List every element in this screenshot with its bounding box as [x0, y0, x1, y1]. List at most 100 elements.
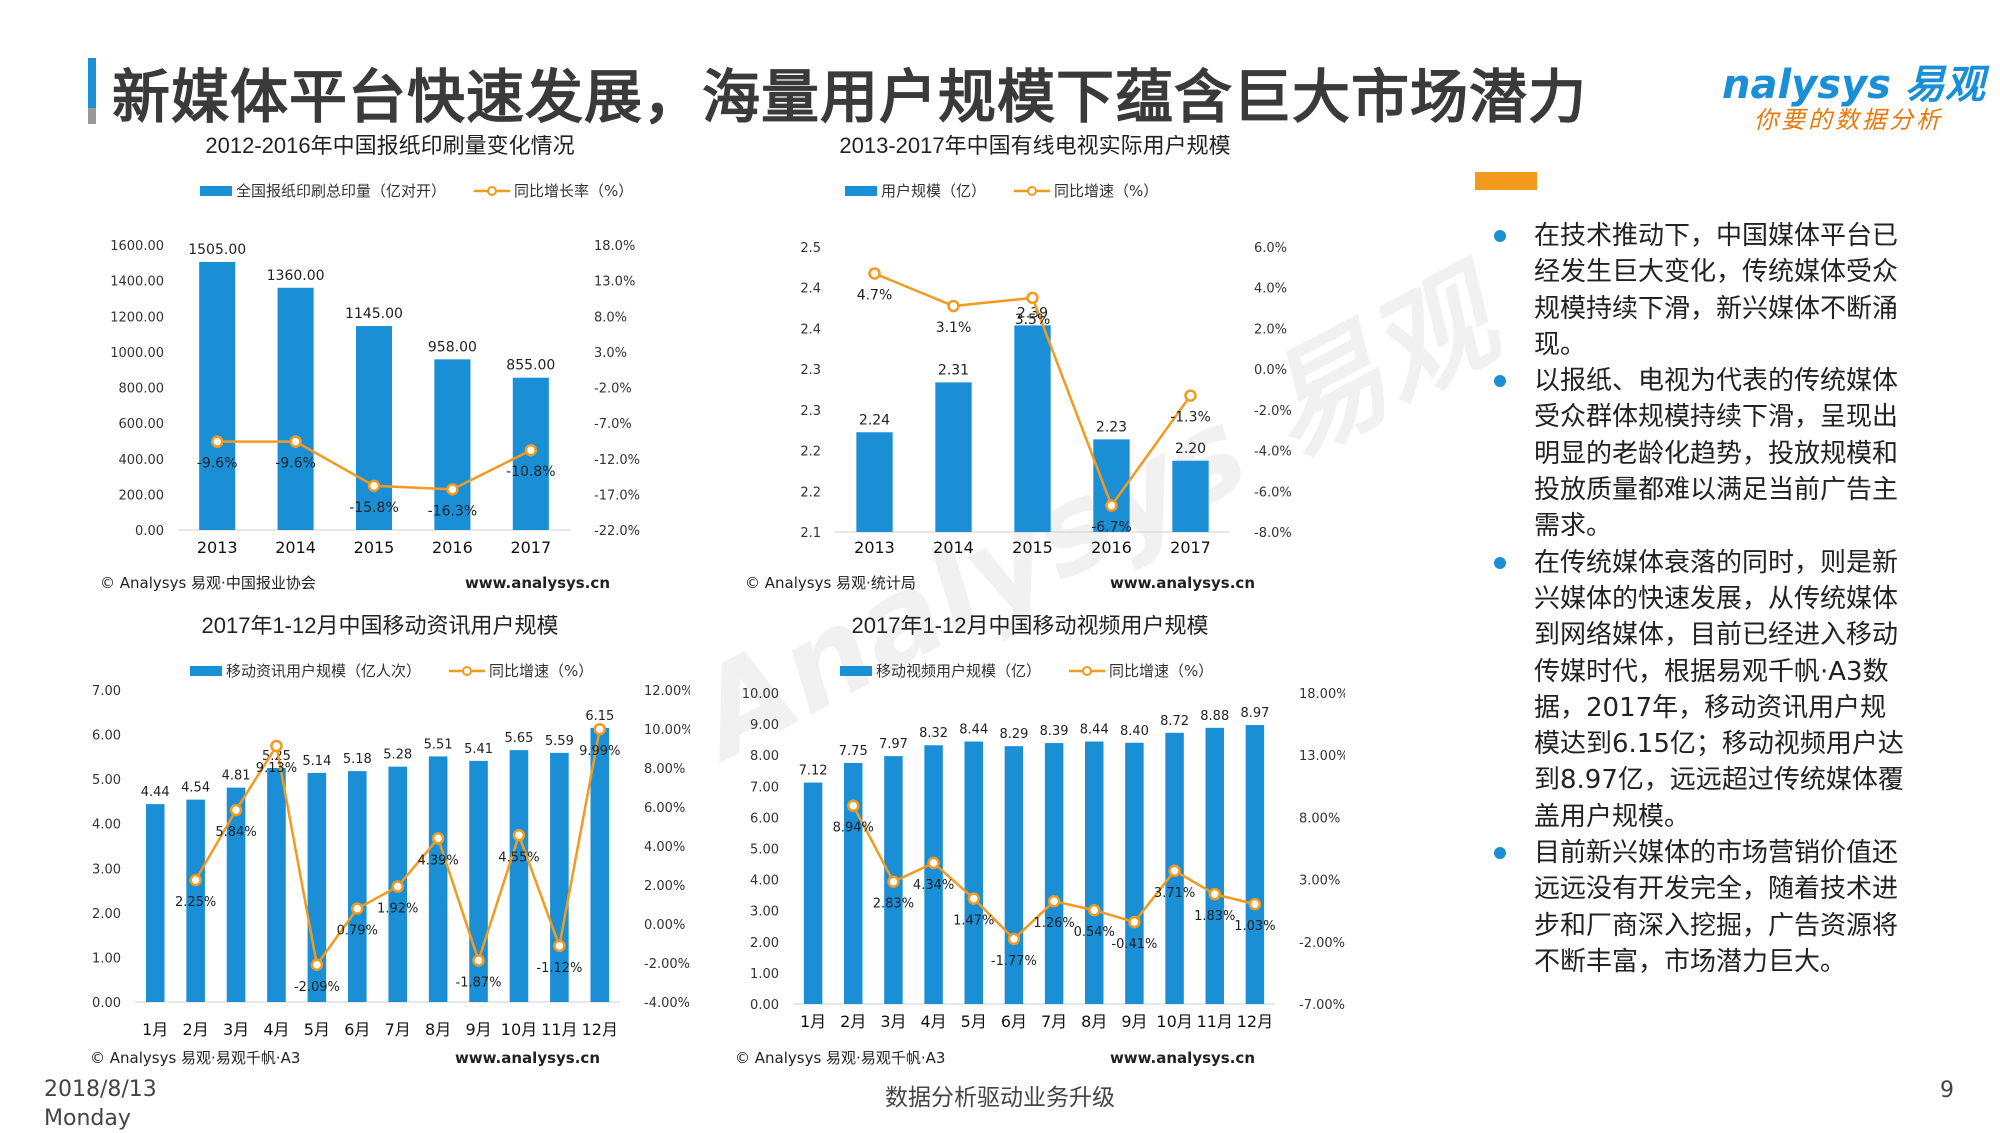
x-category-label: 6月 [344, 1020, 370, 1039]
chart-title: 2017年1-12月中国移动资讯用户规模 [202, 615, 559, 638]
bar [803, 782, 823, 1004]
legend-bar-swatch [200, 186, 232, 196]
chart-title: 2017年1-12月中国移动视频用户规模 [852, 615, 1209, 638]
footer-date: 2018/8/13 Monday [44, 1075, 157, 1133]
x-category-label: 2017 [1170, 538, 1211, 557]
growth-point [967, 892, 980, 905]
bar-value-label: 7.97 [879, 737, 908, 752]
bullet-dot-icon [1494, 847, 1506, 860]
chart-source: © Analysys 易观·易观千帆·A3 [90, 1049, 300, 1067]
y2-tick-label: 0.00% [644, 918, 685, 933]
y2-tick-label: 0.0% [1254, 363, 1287, 378]
y-tick-label: 2.00 [750, 936, 779, 951]
growth-point [472, 954, 485, 967]
chart-site: www.analysys.cn [465, 574, 610, 592]
growth-value-label: 1.92% [377, 902, 418, 917]
growth-point [1168, 864, 1181, 878]
bullet-list: 在技术推动下，中国媒体平台已经发生巨大变化，传统媒体受众规模持续下滑，新兴媒体不… [1490, 218, 1910, 980]
bar [1085, 741, 1104, 1004]
y-tick-label: 2.2 [800, 485, 821, 500]
x-category-label: 2015 [354, 538, 395, 557]
legend-line-label: 同比增速（%） [1054, 182, 1158, 200]
x-category-label: 2016 [432, 538, 473, 557]
y2-tick-label: -4.00% [644, 996, 690, 1011]
y-tick-label: 4.00 [750, 874, 779, 889]
bar-value-label: 8.29 [999, 727, 1028, 742]
growth-point [593, 722, 607, 736]
bar-value-label: 5.65 [504, 731, 533, 746]
x-category-label: 2014 [275, 538, 316, 557]
growth-value-label: 1.83% [1194, 909, 1235, 924]
growth-point [391, 880, 404, 893]
bar [267, 768, 286, 1002]
title-accent-bar [88, 58, 96, 120]
chart-site: www.analysys.cn [1110, 1049, 1255, 1067]
bullet-item: 在技术推动下，中国媒体平台已经发生巨大变化，传统媒体受众规模持续下滑，新兴媒体不… [1490, 218, 1910, 363]
growth-value-label: -1.87% [456, 975, 502, 990]
bar-value-label: 8.88 [1200, 709, 1229, 724]
y2-tick-label: 10.00% [644, 723, 690, 738]
growth-value-label: 0.79% [337, 924, 378, 939]
bar-value-label: 2.24 [859, 412, 890, 428]
growth-value-label: 3.1% [936, 320, 972, 336]
y2-tick-label: 18.00% [1299, 687, 1345, 702]
y2-tick-label: 4.0% [1254, 282, 1287, 297]
y-tick-label: 2.4 [800, 322, 821, 337]
bar-value-label: 8.39 [1040, 724, 1069, 739]
growth-value-label: -0.41% [1111, 937, 1157, 952]
y2-tick-label: 3.0% [594, 346, 627, 361]
growth-value-label: -9.6% [275, 456, 316, 472]
y2-tick-label: 2.0% [1254, 322, 1287, 337]
growth-point [1208, 887, 1221, 901]
legend-bar-swatch [190, 666, 222, 676]
y2-tick-label: -7.0% [594, 417, 632, 432]
x-category-label: 11月 [1197, 1012, 1233, 1031]
growth-value-label: -15.8% [349, 500, 399, 516]
y-tick-label: 4.00 [92, 818, 121, 833]
chart-title: 2012-2016年中国报纸印刷量变化情况 [205, 135, 574, 158]
y2-tick-label: 13.0% [594, 275, 635, 290]
bar-value-label: 4.81 [222, 769, 251, 784]
y-tick-label: 0.00 [92, 996, 121, 1011]
y-tick-label: 7.00 [92, 684, 121, 699]
growth-value-label: -1.3% [1170, 410, 1211, 426]
bullet-dot-icon [1494, 375, 1506, 388]
y-tick-label: 0.00 [135, 524, 164, 539]
chart-site: www.analysys.cn [1110, 574, 1255, 592]
growth-value-label: 4.7% [857, 287, 893, 303]
chart-mobile-news: 2017年1-12月中国移动资讯用户规模 移动资讯用户规模（亿人次） 同比增速（%）… [90, 615, 690, 1075]
y-tick-label: 2.2 [800, 445, 821, 460]
bar [1205, 727, 1224, 1004]
bar [347, 771, 367, 1002]
bar [550, 752, 569, 1002]
y2-tick-label: 12.00% [644, 684, 690, 699]
x-category-label: 1月 [142, 1020, 168, 1039]
bar-value-label: 4.44 [141, 785, 170, 800]
x-category-label: 2016 [1091, 538, 1132, 557]
x-category-label: 10月 [501, 1020, 537, 1039]
bar [844, 762, 863, 1004]
bar-value-label: 7.12 [799, 764, 828, 779]
y2-tick-label: -4.0% [1254, 445, 1292, 460]
bar-value-label: 8.44 [1080, 723, 1109, 738]
bar-value-label: 958.00 [428, 339, 477, 355]
growth-point [868, 267, 881, 280]
bar [924, 745, 943, 1004]
y-tick-label: 800.00 [119, 382, 165, 397]
y2-tick-label: -2.00% [1299, 936, 1345, 951]
growth-point [351, 902, 364, 915]
growth-point [1248, 897, 1262, 911]
bar-value-label: 4.54 [181, 781, 210, 796]
chart-cable-tv: 2013-2017年中国有线电视实际用户规模 用户规模（亿） 同比增速（%） 2.1 2… [745, 135, 1345, 600]
growth-point [289, 435, 302, 448]
bar [1172, 460, 1209, 532]
x-category-label: 3月 [880, 1012, 906, 1031]
x-category-label: 7月 [1041, 1012, 1067, 1031]
y2-tick-label: -8.0% [1254, 526, 1292, 541]
growth-value-label: 8.94% [833, 821, 874, 836]
bar [434, 359, 471, 530]
y2-tick-label: -6.0% [1254, 485, 1292, 500]
chart-source: © Analysys 易观·易观千帆·A3 [735, 1049, 945, 1067]
growth-point [887, 875, 900, 888]
chart-mobile-video: 2017年1-12月中国移动视频用户规模 移动视频用户规模（亿） 同比增速（%） 0.… [735, 615, 1345, 1075]
